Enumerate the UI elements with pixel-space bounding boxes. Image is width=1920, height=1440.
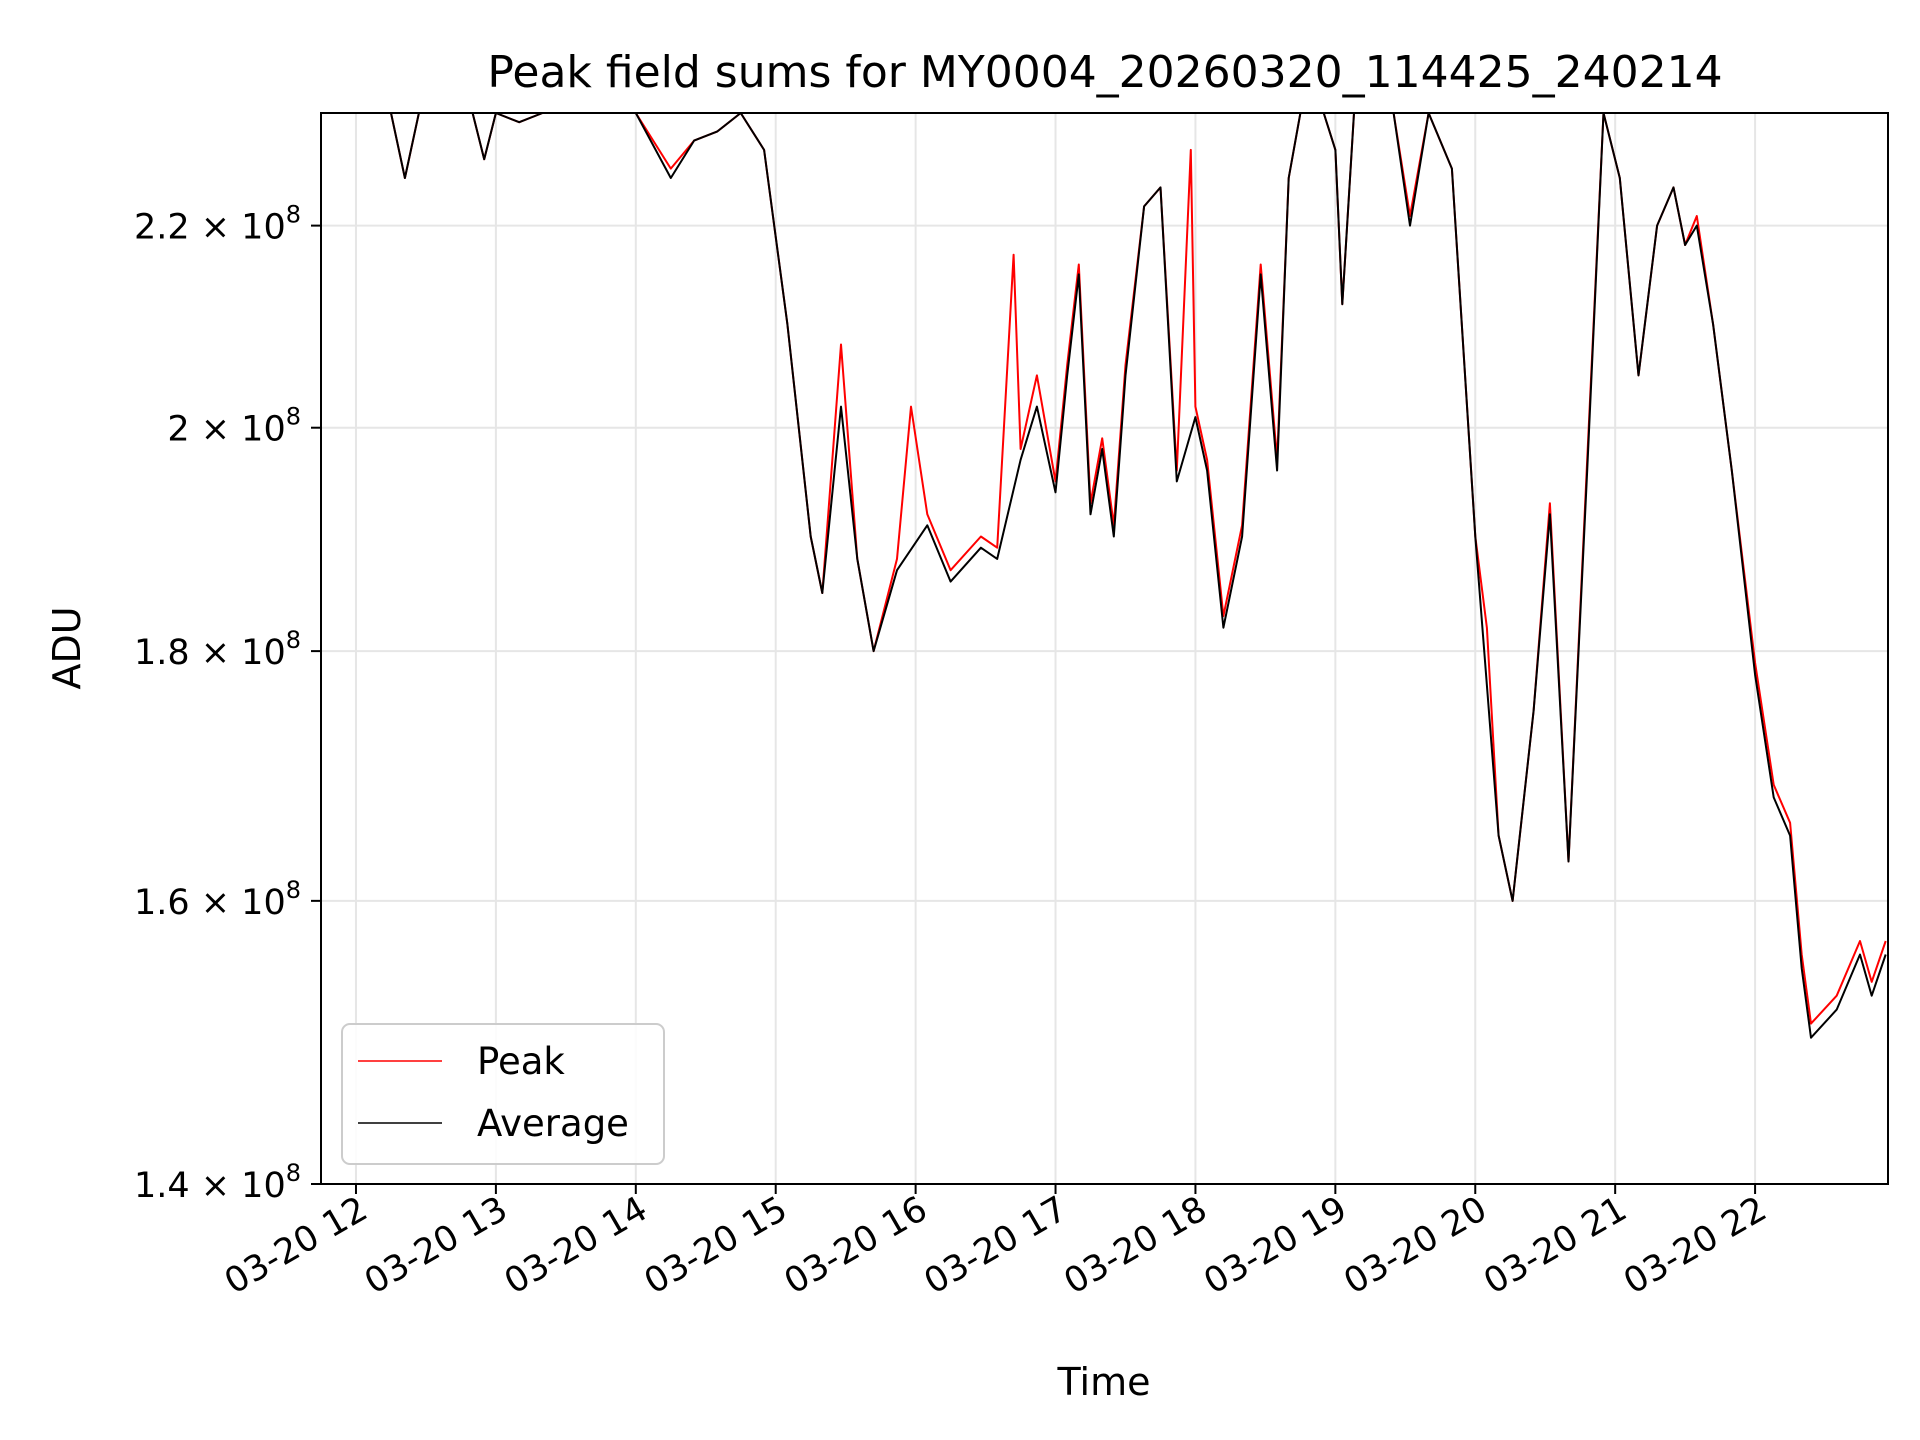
legend-label-average: Average — [477, 1102, 629, 1145]
y-tick-label: 2.2 × 108 — [134, 201, 301, 248]
y-tick-label: 1.4 × 108 — [134, 1159, 301, 1206]
grid-lines — [321, 113, 1888, 1185]
legend: Peak Average — [341, 1023, 665, 1165]
legend-box — [341, 1023, 665, 1165]
series-line-average — [321, 112, 1887, 1039]
y-tick-label: 2 × 108 — [167, 403, 301, 450]
legend-label-peak: Peak — [477, 1040, 565, 1083]
chart-title: Peak field sums for MY0004_20260320_1144… — [487, 47, 1722, 98]
x-axis-label: Time — [1057, 1360, 1151, 1404]
y-axis-label: ADU — [45, 606, 89, 689]
y-axis-ticks: 1.4 × 108 1.6 × 108 1.8 × 108 2 × 108 2.2 × … — [134, 201, 321, 1206]
y-tick-label: 1.6 × 108 — [134, 876, 301, 923]
y-tick-label: 1.8 × 108 — [134, 626, 301, 673]
plot-frame — [320, 112, 1889, 1185]
